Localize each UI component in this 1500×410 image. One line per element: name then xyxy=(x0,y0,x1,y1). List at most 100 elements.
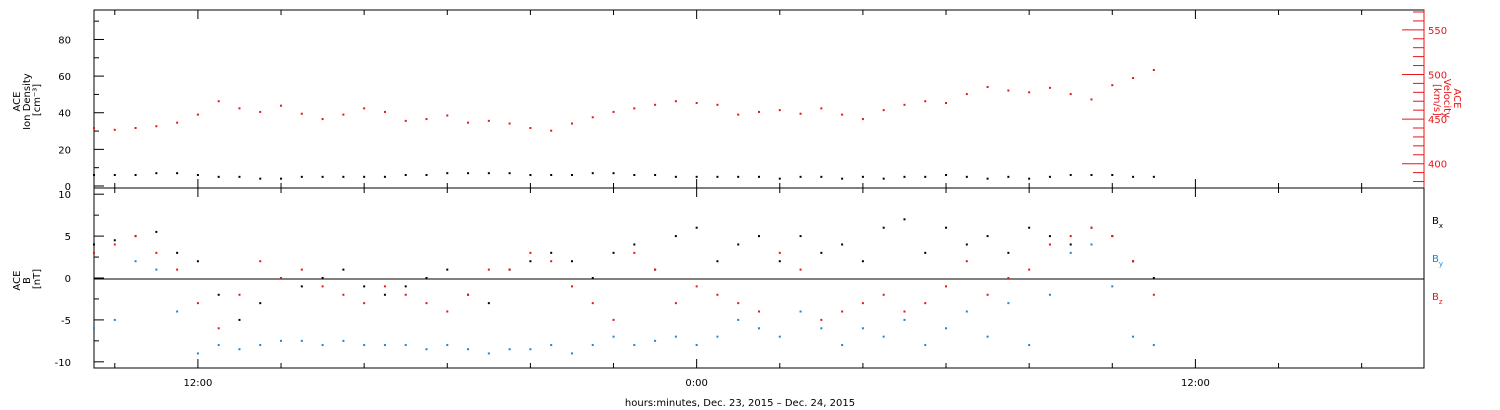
data-point xyxy=(945,285,948,288)
data-point xyxy=(841,310,844,313)
data-point xyxy=(1069,235,1072,238)
data-point xyxy=(383,344,386,347)
data-point xyxy=(1007,277,1010,279)
data-point xyxy=(758,310,760,313)
data-point xyxy=(280,104,283,107)
data-point xyxy=(1069,243,1072,246)
data-point xyxy=(1048,86,1051,89)
data-point xyxy=(383,175,386,178)
ticks-layer: 0 20 40 60 80 400 450 500 550 -10 -5 0 5 10 12:00 0:00 1… xyxy=(55,10,1447,389)
data-point xyxy=(1028,226,1031,229)
data-point xyxy=(882,335,885,338)
data-point xyxy=(716,293,719,296)
data-point xyxy=(321,285,324,288)
data-point xyxy=(508,348,511,351)
data-point xyxy=(633,243,636,246)
right-y-tick-label: 450 xyxy=(1428,115,1447,126)
data-point xyxy=(633,107,636,110)
data-point xyxy=(965,243,968,246)
data-point xyxy=(446,344,449,347)
data-point xyxy=(654,103,657,106)
data-point xyxy=(404,293,407,296)
data-point xyxy=(1007,302,1010,305)
data-point xyxy=(674,100,677,103)
data-point xyxy=(196,174,199,177)
data-point xyxy=(404,119,407,122)
data-point xyxy=(363,175,366,178)
data-point xyxy=(612,110,615,113)
data-point xyxy=(487,268,490,271)
bottom-panel-frame xyxy=(93,187,1425,369)
y-tick-label: 40 xyxy=(58,109,71,120)
data-point xyxy=(113,243,116,246)
data-point xyxy=(363,344,366,347)
data-point xyxy=(155,230,158,233)
data-point xyxy=(176,268,179,271)
data-point xyxy=(363,285,366,288)
data-point xyxy=(383,285,386,288)
data-point xyxy=(674,235,677,238)
data-point xyxy=(155,125,158,128)
data-point xyxy=(176,121,179,124)
data-point xyxy=(861,302,864,305)
data-point xyxy=(217,293,220,296)
data-point xyxy=(882,293,885,296)
data-point xyxy=(93,127,95,129)
data-point xyxy=(737,302,740,305)
data-point xyxy=(508,122,511,125)
data-point xyxy=(113,318,116,321)
data-point xyxy=(778,260,781,263)
data-point xyxy=(425,348,428,351)
data-point xyxy=(259,177,262,180)
data-point xyxy=(945,174,948,177)
data-point xyxy=(965,175,968,178)
data-point xyxy=(612,318,615,321)
data-point xyxy=(778,177,781,180)
data-point xyxy=(1007,89,1010,92)
data-point xyxy=(425,118,428,121)
data-point xyxy=(737,318,740,321)
data-point xyxy=(591,172,594,175)
data-point xyxy=(1132,335,1135,338)
data-point xyxy=(986,235,989,238)
data-point xyxy=(1007,251,1010,254)
data-point xyxy=(737,175,740,178)
x-tick-label: 0:00 xyxy=(685,378,707,389)
legend-bz: Bz xyxy=(1432,292,1443,306)
data-point xyxy=(986,177,989,180)
data-point xyxy=(861,175,864,178)
data-point xyxy=(737,243,740,246)
data-point xyxy=(1028,91,1031,94)
data-point xyxy=(695,175,698,178)
data-point xyxy=(196,302,199,305)
data-point xyxy=(404,174,407,177)
data-point xyxy=(342,268,345,271)
data-point xyxy=(342,175,345,178)
data-point xyxy=(612,251,615,254)
data-point xyxy=(217,327,220,330)
data-point xyxy=(633,174,636,177)
data-point xyxy=(155,251,158,254)
data-point xyxy=(903,218,906,221)
data-point xyxy=(217,175,220,178)
data-point xyxy=(1132,77,1135,80)
data-point xyxy=(1048,293,1051,296)
data-point xyxy=(1048,175,1051,178)
y-tick-label: 5 xyxy=(65,232,71,243)
data-point xyxy=(1152,293,1155,296)
data-point xyxy=(820,327,823,330)
data-point xyxy=(1152,69,1155,71)
data-point xyxy=(986,293,989,296)
data-point xyxy=(1152,175,1155,178)
data-point xyxy=(591,116,594,119)
data-point xyxy=(924,302,927,305)
data-point xyxy=(861,327,864,330)
data-point xyxy=(446,268,449,271)
data-point xyxy=(280,339,283,342)
data-point xyxy=(799,268,802,271)
data-point xyxy=(176,251,179,254)
data-point xyxy=(280,177,283,180)
data-point xyxy=(155,268,158,271)
data-point xyxy=(196,352,199,355)
data-point xyxy=(903,175,906,178)
